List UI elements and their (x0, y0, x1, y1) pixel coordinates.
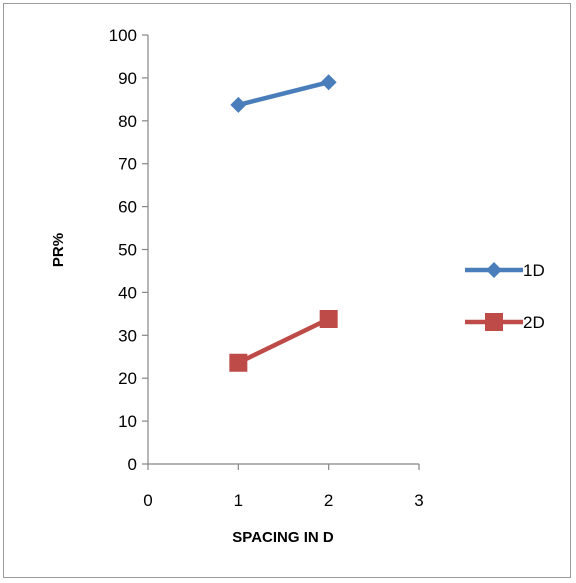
series-1d-point (230, 96, 247, 113)
legend-item-2d-label: 2D (523, 313, 545, 332)
y-tick-label: 60 (118, 198, 137, 217)
legend: 1D 2D (465, 261, 545, 332)
y-tick-label: 80 (118, 112, 137, 131)
y-tick-label: 20 (118, 369, 137, 388)
chart-frame (3, 3, 571, 578)
y-tick-label: 30 (118, 326, 137, 345)
series-layer (229, 74, 338, 372)
x-tick-label: 0 (143, 491, 152, 510)
y-tick-label: 90 (118, 69, 137, 88)
series-2d-point (319, 309, 338, 328)
y-tick-label: 70 (118, 155, 137, 174)
y-tick-label: 0 (128, 455, 137, 474)
series-2d-point (229, 353, 248, 372)
legend-item-2d-marker (485, 313, 503, 331)
y-tick-label: 40 (118, 283, 137, 302)
legend-item-2d: 2D (465, 313, 545, 332)
legend-item-1d-marker (486, 262, 502, 278)
axes (142, 34, 420, 470)
y-axis-title: PR% (50, 233, 67, 267)
x-tick-label: 2 (324, 491, 333, 510)
x-tick-label: 3 (414, 491, 423, 510)
tick-labels: 0 10 20 30 40 50 60 70 80 90 100 0 1 2 3 (109, 26, 424, 510)
x-tick-label: 1 (234, 491, 243, 510)
x-axis-title: SPACING IN D (232, 529, 334, 546)
y-tick-label: 50 (118, 241, 137, 260)
series-1d-line (237, 80, 330, 108)
y-tick-label: 100 (109, 26, 137, 45)
series-1d (230, 74, 337, 113)
y-tick-label: 10 (118, 412, 137, 431)
series-2d-line (237, 316, 330, 365)
legend-item-1d-label: 1D (523, 261, 545, 280)
series-1d-point (320, 74, 337, 91)
series-2d (229, 309, 338, 372)
legend-item-1d: 1D (465, 261, 545, 280)
